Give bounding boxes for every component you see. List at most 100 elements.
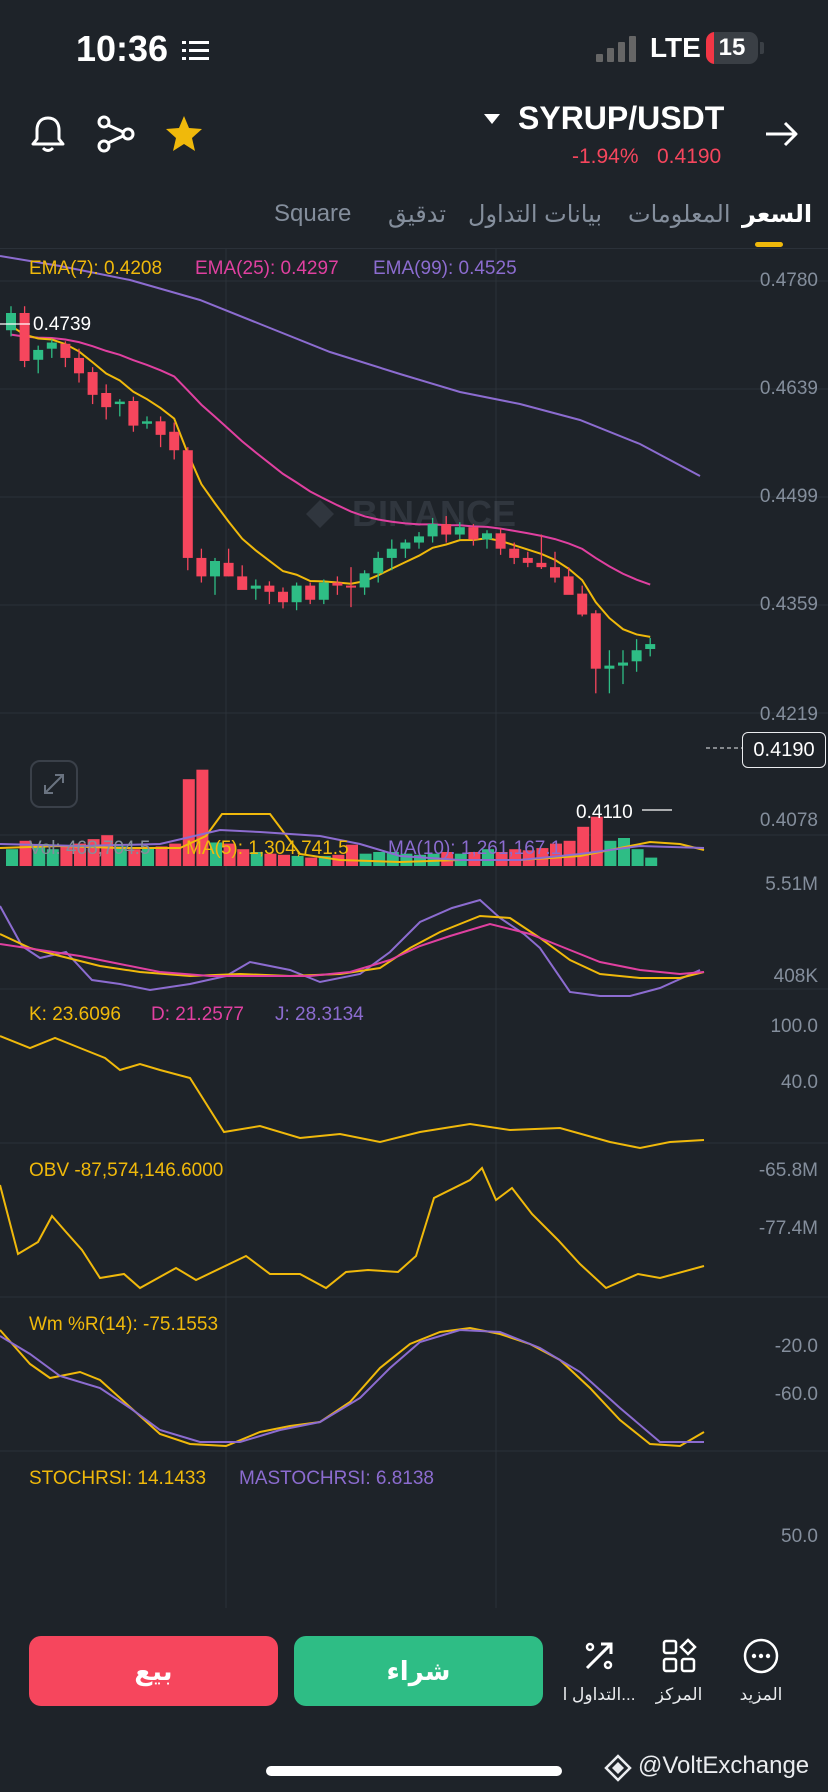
candle-body bbox=[427, 524, 438, 537]
kdj-y-tick: 40.0 bbox=[781, 1072, 818, 1093]
last-price-tag: 0.4190 bbox=[742, 732, 826, 768]
divider bbox=[0, 248, 828, 249]
more-icon bbox=[743, 1638, 779, 1674]
tab-audit[interactable]: تدقيق bbox=[388, 201, 447, 228]
candle-body bbox=[495, 533, 506, 549]
ema99-label: EMA(99): 0.4525 bbox=[373, 258, 517, 279]
volume-bar bbox=[550, 843, 562, 866]
kline-chart[interactable]: BINANCE 0.4739 0.4110 bbox=[0, 248, 828, 1608]
kdj-k-label: K: 23.6096 bbox=[29, 1004, 121, 1025]
kdj-k-line bbox=[0, 914, 705, 979]
vol-ma10-line bbox=[0, 828, 705, 861]
candle-body bbox=[400, 542, 411, 549]
y-tick: 0.4219 bbox=[759, 704, 818, 725]
tab-trading-data[interactable]: بيانات التداول bbox=[468, 201, 603, 228]
candle-body bbox=[563, 576, 574, 595]
watermark-text: @VoltExchange bbox=[638, 1752, 810, 1779]
obv-label: OBV -87,574,146.6000 bbox=[29, 1160, 224, 1181]
candle-body bbox=[468, 527, 479, 540]
low-label: 0.4110 bbox=[576, 802, 633, 823]
volume-bar bbox=[33, 844, 46, 866]
candle-body bbox=[33, 349, 44, 360]
candle-body bbox=[386, 548, 397, 558]
tab-info[interactable]: المعلومات bbox=[628, 201, 731, 228]
volume-bar bbox=[631, 849, 644, 866]
volume-bar bbox=[305, 857, 318, 866]
candle-body bbox=[332, 582, 343, 586]
candle-body bbox=[645, 644, 656, 649]
volume-bar bbox=[142, 848, 154, 866]
signal-icon bbox=[596, 36, 636, 62]
candle-body bbox=[482, 533, 492, 540]
candle-body bbox=[60, 343, 71, 358]
candle-body bbox=[631, 650, 642, 662]
vol-y-tick: 5.51M bbox=[765, 874, 818, 895]
volume-bar bbox=[318, 855, 331, 866]
tab-square[interactable]: Square bbox=[274, 200, 352, 227]
volume-bar bbox=[482, 849, 494, 866]
candle-body bbox=[509, 548, 520, 558]
vol-ma5-label: MA(5): 1,304,741.5 bbox=[186, 838, 349, 859]
nav-position[interactable]: المركز bbox=[640, 1636, 718, 1705]
wr-line bbox=[0, 1166, 705, 1290]
buy-button[interactable]: شراء bbox=[294, 1636, 543, 1706]
share-icon[interactable] bbox=[94, 112, 138, 156]
candle-body bbox=[291, 585, 302, 603]
volume-bar bbox=[223, 843, 236, 866]
volume-bar bbox=[563, 840, 576, 866]
candle-body bbox=[278, 591, 288, 603]
vol-ma5-line bbox=[0, 813, 705, 864]
candle-body bbox=[128, 401, 139, 426]
wr-label: Wm %R(14): -75.1553 bbox=[29, 1314, 219, 1335]
candle-body bbox=[114, 401, 125, 405]
candle-body bbox=[454, 527, 465, 535]
volume-bar bbox=[237, 849, 250, 866]
mastochrsi-line bbox=[0, 1328, 704, 1443]
nav-more[interactable]: المزيد bbox=[722, 1636, 800, 1705]
status-time: 10:36 bbox=[76, 28, 169, 69]
last-price: 0.4190 bbox=[657, 145, 722, 168]
y-tick: 0.4639 bbox=[759, 378, 818, 399]
sell-button[interactable]: بيع bbox=[29, 1636, 278, 1706]
volume-bar bbox=[577, 826, 590, 866]
nav-trade[interactable]: التداول ا... bbox=[560, 1636, 638, 1705]
y-tick: 0.4499 bbox=[759, 486, 818, 507]
expand-chart-button[interactable] bbox=[30, 760, 78, 808]
volume-bar bbox=[509, 849, 522, 866]
battery-nub bbox=[760, 42, 764, 54]
volume-bar bbox=[128, 849, 141, 866]
obv-line bbox=[0, 1035, 705, 1150]
obv-y-tick: -65.8M bbox=[758, 1160, 818, 1181]
volume-bar bbox=[74, 843, 86, 866]
grid-icon bbox=[662, 1638, 697, 1673]
arrow-right-icon[interactable] bbox=[760, 112, 804, 156]
candle-body bbox=[414, 536, 424, 543]
volume-label: Vol: 468,704.5 bbox=[29, 838, 151, 859]
volume-bar bbox=[6, 849, 18, 866]
candle-body bbox=[373, 557, 384, 574]
battery-level: 15 bbox=[718, 34, 746, 61]
stochrsi-line bbox=[0, 1326, 705, 1448]
volume-bar bbox=[590, 816, 603, 866]
candle-body bbox=[250, 585, 261, 589]
battery-icon: 15 bbox=[706, 32, 758, 64]
candle-body bbox=[346, 585, 356, 588]
volume-bar bbox=[250, 852, 263, 866]
candle-body bbox=[196, 557, 207, 577]
list-icon bbox=[182, 41, 209, 60]
volt-logo-icon bbox=[604, 1754, 632, 1782]
candle-body bbox=[101, 393, 112, 408]
tab-price[interactable]: السعر bbox=[742, 201, 813, 228]
wr-y-tick: -20.0 bbox=[774, 1336, 818, 1357]
star-icon[interactable] bbox=[162, 112, 206, 156]
bell-icon[interactable] bbox=[26, 112, 70, 156]
pair-title[interactable]: SYRUP/USDT bbox=[518, 100, 725, 136]
candle-body bbox=[577, 593, 588, 615]
expand-icon bbox=[44, 774, 64, 794]
candle-body bbox=[74, 357, 84, 374]
caret-down-icon[interactable] bbox=[482, 112, 502, 126]
volume-bar bbox=[210, 842, 222, 866]
candle-body bbox=[46, 342, 57, 349]
nav-more-label: المزيد bbox=[739, 1685, 783, 1704]
volume-bar bbox=[618, 838, 630, 866]
